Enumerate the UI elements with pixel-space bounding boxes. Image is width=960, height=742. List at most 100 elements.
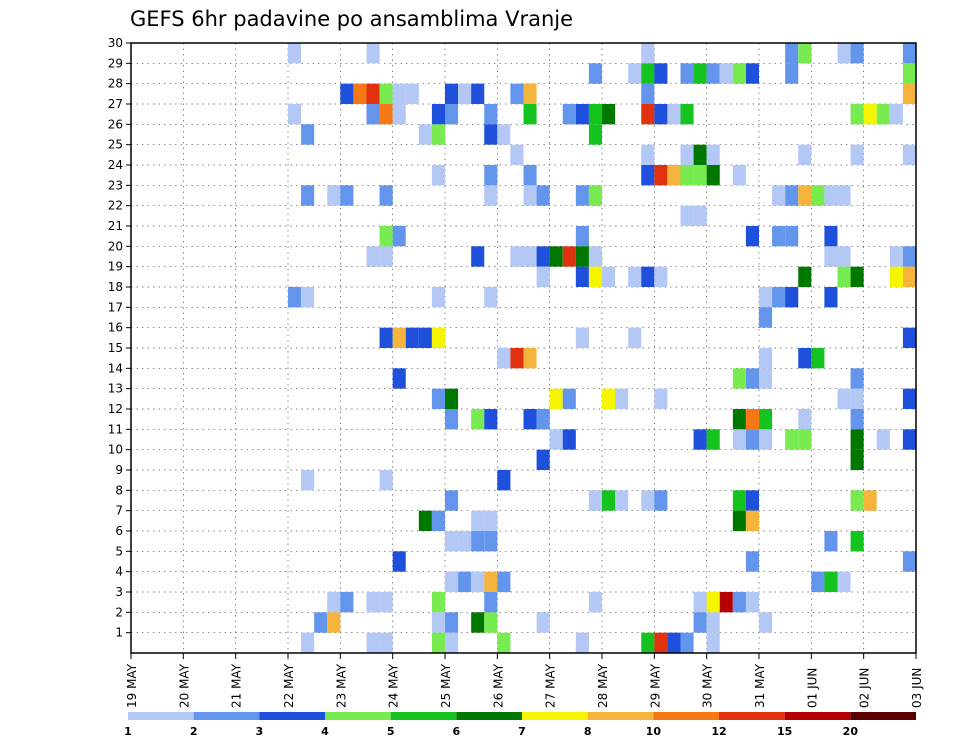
heatmap-cell [902, 551, 916, 572]
heatmap-cell [850, 104, 864, 125]
heatmap-cell [497, 571, 511, 592]
heatmap-cell [536, 246, 550, 267]
heatmap-cell [628, 266, 642, 287]
heatmap-cell [641, 63, 655, 84]
legend-swatch [653, 712, 719, 720]
heatmap-cell [536, 185, 550, 206]
heatmap-cell [837, 43, 851, 64]
heatmap-cell [902, 83, 916, 104]
heatmap-cell [745, 429, 759, 450]
y-tick-label: 21 [108, 219, 123, 233]
heatmap-cell [798, 429, 812, 450]
y-tick-label: 6 [115, 524, 123, 538]
y-tick-label: 23 [108, 178, 123, 192]
legend-label: 6 [453, 725, 461, 738]
heatmap-cell [680, 144, 694, 165]
heatmap-cell [706, 144, 720, 165]
heatmap-cell [732, 165, 746, 186]
heatmap-cell [693, 144, 707, 165]
y-tick-label: 9 [115, 463, 123, 477]
heatmap-cell [484, 510, 498, 531]
heatmap-cell [471, 571, 485, 592]
heatmap-cell [798, 409, 812, 430]
y-tick-label: 30 [108, 36, 123, 50]
heatmap-cell [719, 63, 733, 84]
heatmap-cell [353, 83, 367, 104]
heatmap-cell [654, 490, 668, 511]
heatmap-cell [471, 246, 485, 267]
heatmap-cell [575, 104, 589, 125]
heatmap-cell [588, 63, 602, 84]
heatmap-cell [772, 287, 786, 308]
heatmap-cell [588, 246, 602, 267]
heatmap-cell [418, 327, 432, 348]
heatmap-cell [575, 185, 589, 206]
y-tick-label: 20 [108, 239, 123, 253]
heatmap-cell [536, 612, 550, 633]
heatmap-cell [288, 104, 302, 125]
heatmap-cell [745, 551, 759, 572]
heatmap-cell [785, 185, 799, 206]
heatmap-cell [850, 409, 864, 430]
x-tick-label: 24 MAY [387, 663, 401, 708]
x-tick-label: 01 JUN [805, 668, 819, 708]
heatmap-cell [824, 185, 838, 206]
heatmap-cell [615, 388, 629, 409]
heatmap-cell [458, 531, 472, 552]
legend-swatch [456, 712, 522, 720]
heatmap-cell [837, 266, 851, 287]
heatmap-cell [366, 43, 380, 64]
heatmap-cell [850, 429, 864, 450]
heatmap-cell [497, 470, 511, 491]
heatmap-cell [680, 632, 694, 653]
heatmap-cell [392, 551, 406, 572]
heatmap-cell [654, 165, 668, 186]
heatmap-cell [575, 266, 589, 287]
legend-swatch [719, 712, 785, 720]
legend-swatch [784, 712, 851, 720]
y-tick-label: 26 [108, 117, 123, 131]
heatmap-cell [536, 266, 550, 287]
x-tick-label: 30 MAY [701, 663, 715, 708]
heatmap-cell [667, 165, 681, 186]
x-tick-label: 31 MAY [753, 663, 767, 708]
heatmap-cell [458, 571, 472, 592]
heatmap-cell [484, 571, 498, 592]
y-tick-label: 25 [108, 138, 123, 152]
legend-swatch [522, 712, 588, 720]
heatmap-cell [876, 104, 890, 125]
heatmap-cell [641, 104, 655, 125]
x-tick-label: 02 JUN [858, 668, 872, 708]
heatmap-cell [745, 63, 759, 84]
heatmap-cell [366, 246, 380, 267]
heatmap-cell [523, 246, 537, 267]
heatmap-cell [745, 592, 759, 613]
heatmap-cells [288, 43, 916, 653]
heatmap-cell [824, 531, 838, 552]
heatmap-cell [431, 327, 445, 348]
heatmap-cell [497, 632, 511, 653]
heatmap-cell [706, 63, 720, 84]
x-tick-label: 20 MAY [177, 663, 191, 708]
x-tick-label: 23 MAY [334, 663, 348, 708]
heatmap-cell [340, 83, 354, 104]
heatmap-cell [523, 348, 537, 369]
heatmap-cell [706, 612, 720, 633]
y-tick-label: 28 [108, 77, 123, 91]
heatmap-cell [458, 83, 472, 104]
heatmap-cell [484, 409, 498, 430]
heatmap-cell [837, 388, 851, 409]
legend-label: 10 [646, 725, 662, 738]
y-tick-label: 10 [108, 443, 123, 457]
legend-label: 4 [321, 725, 329, 738]
heatmap-cell [889, 266, 903, 287]
heatmap-cell [706, 165, 720, 186]
heatmap-cell [902, 429, 916, 450]
legend-swatch [193, 712, 260, 720]
y-tick-label: 29 [108, 56, 123, 70]
y-tick-label: 3 [115, 585, 123, 599]
heatmap-cell [431, 592, 445, 613]
heatmap-cell [654, 63, 668, 84]
heatmap-cell [602, 388, 616, 409]
legend-label: 7 [518, 725, 526, 738]
